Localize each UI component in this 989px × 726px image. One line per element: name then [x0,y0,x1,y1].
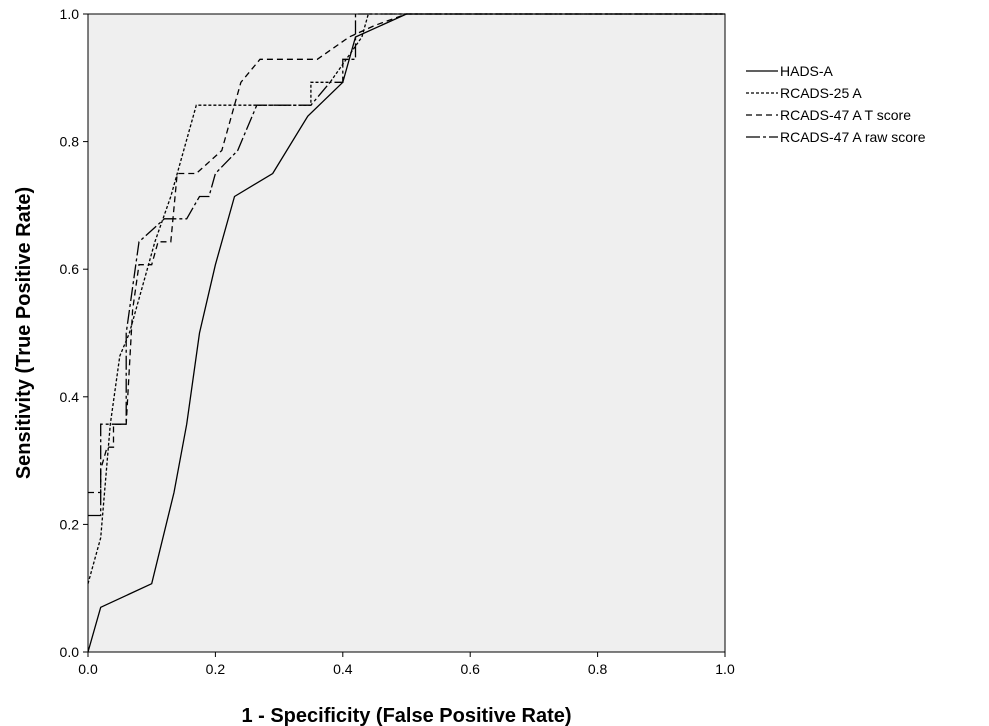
y-tick-label: 1.0 [60,6,80,22]
x-tick-label: 1.0 [715,661,735,677]
series-line-2 [87,13,725,584]
legend: HADS-A RCADS-25 A RCADS-47 A T score RCADS-… [746,63,926,145]
y-tick-label: 0.2 [60,516,80,532]
y-tick-label: 0.4 [60,389,80,405]
legend-label-3: RCADS-47 A T score [780,107,911,123]
legend-label-4: RCADS-47 A raw score [780,129,926,145]
x-axis-title: 1 - Specificity (False Positive Rate) [241,705,571,726]
plot-area [88,14,725,652]
x-tick-label: 0.6 [460,661,480,677]
x-axis: 0.0 0.2 0.4 0.6 0.8 1.0 [78,652,735,677]
x-tick-label: 0.2 [206,661,226,677]
y-tick-label: 0.8 [60,134,80,150]
y-axis-title: Sensitivity (True Positive Rate) [13,187,35,479]
x-tick-label: 0.4 [333,661,353,677]
legend-label-2: RCADS-25 A [780,85,862,101]
y-tick-label: 0.6 [60,261,80,277]
y-tick-label: 0.0 [60,644,80,660]
x-tick-label: 0.0 [78,661,98,677]
legend-label-1: HADS-A [780,63,834,79]
y-axis: 0.0 0.2 0.4 0.6 0.8 1.0 [60,6,88,660]
series-line-3 [88,13,725,494]
plot-frame [87,13,726,653]
x-tick-label: 0.8 [588,661,608,677]
series-layer [87,13,725,653]
series-line-1 [87,13,725,653]
series-line-4 [88,13,725,517]
